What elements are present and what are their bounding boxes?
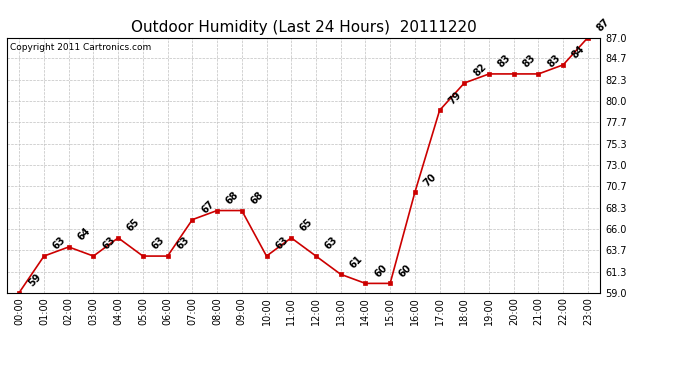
Text: 68: 68 [248, 190, 266, 206]
Title: Outdoor Humidity (Last 24 Hours)  20111220: Outdoor Humidity (Last 24 Hours) 2011122… [130, 20, 477, 35]
Text: 61: 61 [348, 254, 364, 270]
Text: 64: 64 [76, 226, 92, 243]
Text: 63: 63 [273, 235, 290, 252]
Text: 82: 82 [471, 62, 488, 79]
Text: 63: 63 [51, 235, 68, 252]
Text: 68: 68 [224, 190, 241, 206]
Text: 83: 83 [545, 53, 562, 70]
Text: 60: 60 [373, 262, 389, 279]
Text: 84: 84 [570, 44, 587, 61]
Text: 87: 87 [595, 16, 611, 33]
Text: 65: 65 [298, 217, 315, 234]
Text: 83: 83 [496, 53, 513, 70]
Text: 79: 79 [446, 90, 463, 106]
Text: 59: 59 [26, 272, 43, 288]
Text: 83: 83 [521, 53, 538, 70]
Text: 63: 63 [150, 235, 166, 252]
Text: 63: 63 [175, 235, 191, 252]
Text: 67: 67 [199, 199, 216, 216]
Text: 60: 60 [397, 262, 414, 279]
Text: 63: 63 [100, 235, 117, 252]
Text: 63: 63 [323, 235, 339, 252]
Text: 70: 70 [422, 171, 438, 188]
Text: Copyright 2011 Cartronics.com: Copyright 2011 Cartronics.com [10, 43, 151, 52]
Text: 65: 65 [125, 217, 141, 234]
